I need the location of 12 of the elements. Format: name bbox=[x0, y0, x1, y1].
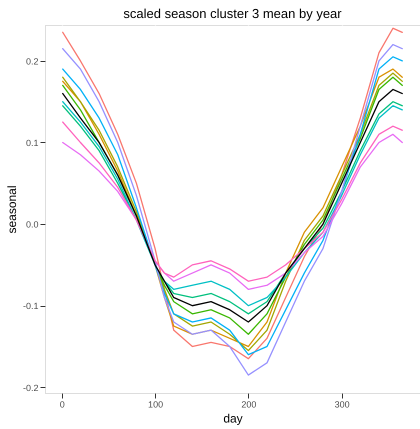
chart-title: scaled season cluster 3 mean by year bbox=[123, 6, 342, 21]
x-tick-label: 300 bbox=[334, 400, 350, 410]
x-tick-label: 0 bbox=[60, 400, 65, 410]
y-tick-label: -0.1 bbox=[22, 301, 38, 312]
x-tick-label: 200 bbox=[241, 400, 256, 410]
y-tick-label: 0.1 bbox=[26, 138, 38, 148]
y-tick-label: 0.0 bbox=[26, 220, 38, 230]
y-tick-label: 0.2 bbox=[26, 56, 38, 66]
x-axis-title: day bbox=[223, 412, 243, 426]
y-axis-title: seasonal bbox=[4, 185, 19, 234]
x-tick-label: 100 bbox=[148, 400, 164, 410]
y-tick-label: -0.2 bbox=[22, 382, 38, 393]
